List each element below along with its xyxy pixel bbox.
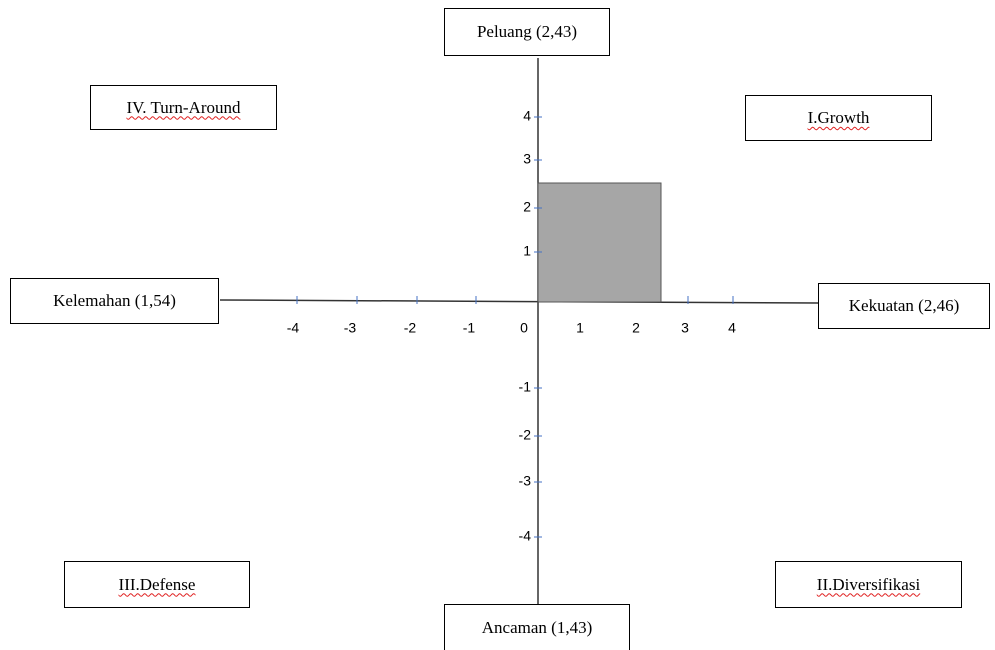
axis-label-left: Kelemahan (1,54) bbox=[10, 278, 219, 324]
x-tick-label: 3 bbox=[681, 320, 689, 336]
y-tick-label: 3 bbox=[523, 151, 531, 167]
quadrant-label: I.Growth bbox=[745, 95, 932, 141]
x-tick-label: -3 bbox=[344, 320, 357, 336]
quadrant-label: II.Diversifikasi bbox=[775, 561, 962, 608]
x-tick-label: 2 bbox=[632, 320, 640, 336]
quadrant-label: IV. Turn-Around bbox=[90, 85, 277, 130]
axis-label-top: Peluang (2,43) bbox=[444, 8, 610, 56]
quadrant-text: IV. Turn-Around bbox=[126, 97, 241, 117]
y-tick-label: 2 bbox=[523, 199, 531, 215]
y-tick-label: 4 bbox=[523, 108, 531, 124]
quadrant-text: III.Defense bbox=[118, 574, 196, 594]
x-tick-label: 0 bbox=[520, 320, 528, 336]
quadrant-label: III.Defense bbox=[64, 561, 250, 608]
y-tick-label: -1 bbox=[519, 379, 532, 395]
axis-label-right: Kekuatan (2,46) bbox=[818, 283, 990, 329]
axis-label-bottom: Ancaman (1,43) bbox=[444, 604, 630, 650]
x-tick-label: -4 bbox=[287, 320, 300, 336]
x-axis bbox=[219, 299, 819, 304]
y-tick-label: 1 bbox=[523, 243, 531, 259]
x-tick-label: -1 bbox=[463, 320, 476, 336]
x-tick-label: 1 bbox=[576, 320, 584, 336]
quadrant-text: II.Diversifikasi bbox=[816, 574, 921, 594]
x-tick-label: -2 bbox=[404, 320, 417, 336]
x-tick-label: 4 bbox=[728, 320, 736, 336]
y-tick-label: -2 bbox=[519, 427, 532, 443]
position-area bbox=[537, 182, 662, 303]
y-tick-label: -3 bbox=[519, 473, 532, 489]
quadrant-text: I.Growth bbox=[807, 108, 870, 127]
y-tick-label: -4 bbox=[519, 528, 532, 544]
